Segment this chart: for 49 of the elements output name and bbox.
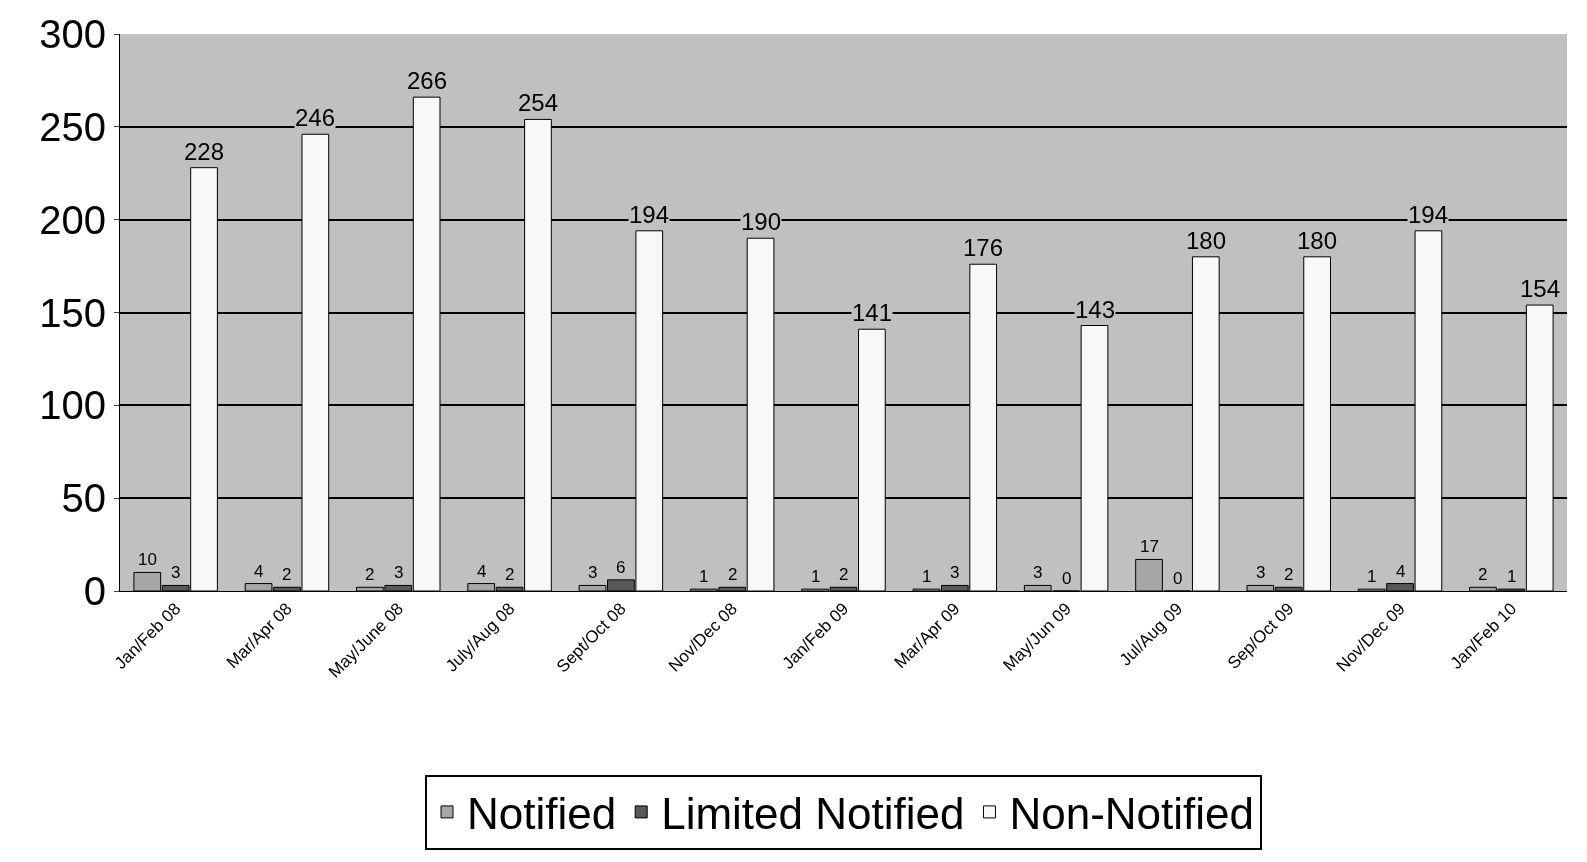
y-tick-label: 100 [39,383,106,428]
data-label: 266 [407,67,448,94]
data-label: 0 [1173,569,1183,588]
data-label: 2 [1478,565,1488,584]
data-label: 1 [699,567,709,586]
data-label: 1 [1367,567,1377,586]
data-label: 246 [295,104,336,131]
y-tick-label: 300 [39,12,106,56]
data-label: 3 [171,563,181,582]
data-label: 194 [629,201,670,228]
data-label: 254 [518,89,559,116]
data-label: 3 [1033,563,1043,582]
data-label: 4 [254,562,264,581]
data-label: 154 [1520,275,1561,302]
y-tick-label: 200 [39,197,106,242]
data-label: 17 [1140,537,1159,556]
y-tick-label: 50 [61,476,106,521]
data-label: 4 [1396,562,1406,581]
data-label: 3 [1256,563,1266,582]
data-label: 190 [741,208,782,235]
data-label: 1 [922,567,932,586]
data-label: 2 [282,565,292,584]
data-label: 141 [852,299,893,326]
data-label: 228 [184,138,225,165]
data-label: 176 [963,234,1004,261]
data-label: 2 [1284,565,1294,584]
data-label: 2 [505,565,515,584]
data-label: 180 [1297,227,1338,254]
y-tick-label: 250 [39,104,106,149]
legend-label: Notified [467,789,617,839]
data-label: 1 [1507,567,1517,586]
legend-label: Non-Notified [1009,789,1255,839]
legend-label: Limited Notified [661,789,965,839]
data-label: 4 [477,562,487,581]
data-label: 6 [616,558,626,577]
data-label: 194 [1408,201,1449,228]
data-label: 143 [1075,296,1116,323]
data-label: 3 [588,563,598,582]
data-label: 180 [1186,227,1227,254]
data-label: 1 [811,567,821,586]
data-label: 10 [138,550,157,569]
y-tick-label: 0 [83,569,106,613]
y-tick-label: 150 [39,290,106,335]
data-label: 3 [950,563,960,582]
data-label: 0 [1062,569,1072,588]
data-label: 2 [839,565,849,584]
data-label: 2 [728,565,738,584]
data-label: 2 [365,565,375,584]
data-label: 3 [394,563,404,582]
